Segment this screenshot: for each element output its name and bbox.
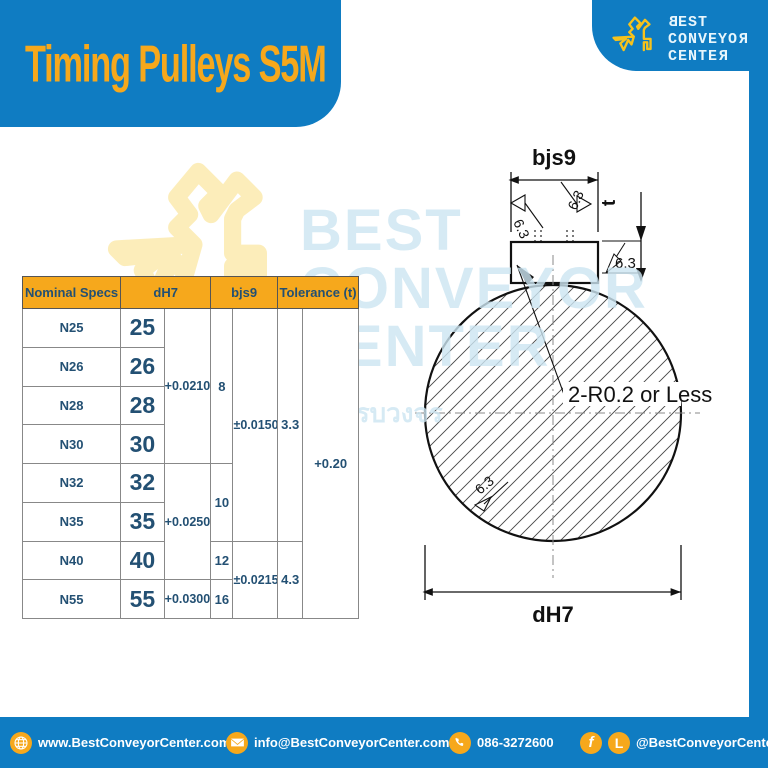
svg-text:BEST: BEST	[300, 198, 463, 263]
